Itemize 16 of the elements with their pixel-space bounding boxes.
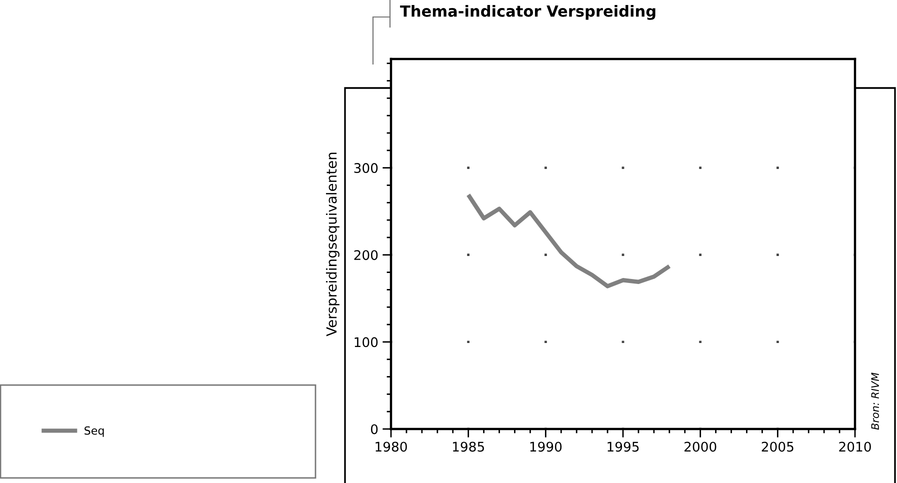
chart-title: Thema-indicator Verspreiding <box>400 5 656 20</box>
x-tick-label: 2000 <box>684 442 716 452</box>
y-tick-label: 0 <box>370 424 378 434</box>
text: Bron: RIVM <box>871 372 880 430</box>
legend-label: Seq <box>84 426 104 437</box>
x-tick-label: 1985 <box>452 442 484 452</box>
y-axis-title: Verspreidingsequivalenten <box>326 152 340 336</box>
x-tick-label: 1990 <box>530 442 562 452</box>
line-series <box>466 192 672 288</box>
x-tick-label: 1980 <box>376 442 407 452</box>
x-tick-label: 1995 <box>608 442 639 452</box>
x-tick-label: 2010 <box>839 442 871 452</box>
x-tick-label: 2005 <box>762 442 794 452</box>
y-tick-label: 200 <box>354 250 378 260</box>
y-tick-label: 300 <box>354 163 378 174</box>
y-tick-label: 100 <box>354 337 378 348</box>
